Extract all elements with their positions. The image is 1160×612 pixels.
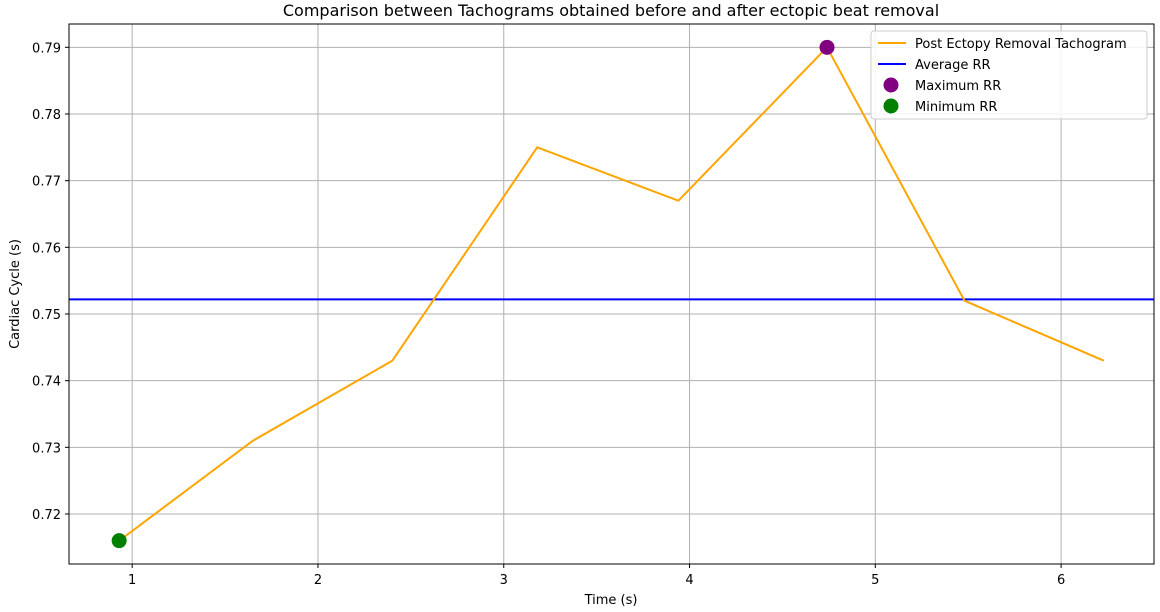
y-tick-label: 0.78 [32,108,61,123]
x-tick-label: 3 [500,573,508,588]
legend-label-maximum-rr: Maximum RR [915,79,1001,94]
chart-title: Comparison between Tachograms obtained b… [283,1,939,20]
x-axis-label: Time (s) [584,593,638,608]
plot-series [69,39,1154,549]
post-ectopy-tachogram-line [118,46,1105,542]
x-tick-label: 6 [1057,573,1065,588]
legend: Post Ectopy Removal Tachogram Average RR… [870,30,1148,120]
legend-swatch-maximum-rr [883,77,899,93]
minimum-rr-marker [111,533,127,549]
x-tick-label: 2 [314,573,322,588]
y-axis-ticks: 0.72 0.73 0.74 0.75 0.76 0.77 0.78 0.79 [32,41,69,523]
y-axis-label: Cardiac Cycle (s) [8,239,23,349]
y-tick-label: 0.76 [32,241,61,256]
maximum-rr-marker [819,39,835,55]
y-tick-label: 0.75 [32,308,61,323]
legend-label-minimum-rr: Minimum RR [915,100,997,115]
legend-frame [870,30,1148,120]
y-tick-label: 0.73 [32,441,61,456]
plot-frame [68,23,1155,565]
y-tick-label: 0.74 [32,375,61,390]
legend-label-post-ectopy: Post Ectopy Removal Tachogram [915,37,1127,52]
y-tick-label: 0.72 [32,508,61,523]
legend-swatch-minimum-rr [883,98,899,114]
x-tick-label: 1 [128,573,136,588]
y-tick-label: 0.77 [32,175,61,190]
x-tick-label: 5 [871,573,879,588]
x-axis-ticks: 1 2 3 4 5 6 [128,564,1065,588]
legend-label-average-rr: Average RR [915,58,991,73]
y-tick-label: 0.79 [32,41,61,56]
x-tick-label: 4 [685,573,693,588]
